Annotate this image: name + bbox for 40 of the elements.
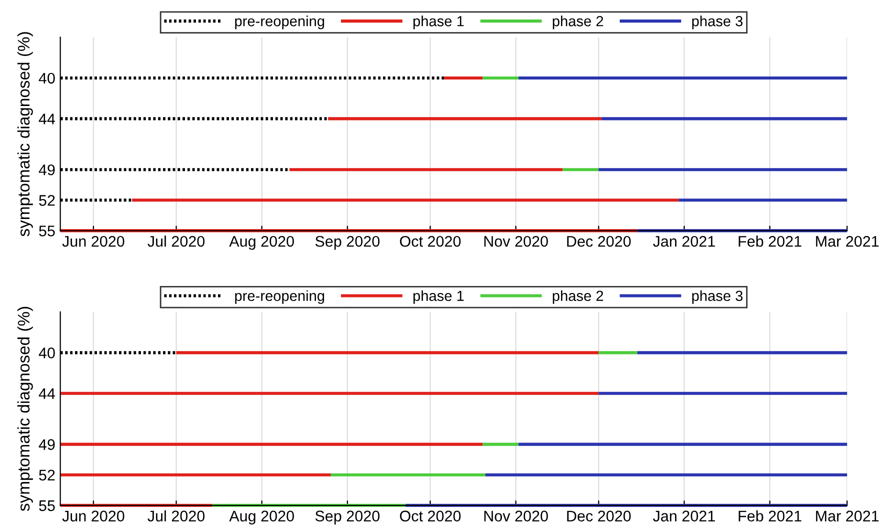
y-axis-title: symptomatic diagnosed (%) (17, 306, 33, 512)
x-tick-label: Nov 2020 (484, 236, 548, 247)
x-tick-label: Dec 2020 (567, 236, 631, 247)
x-tick-label: Dec 2020 (567, 510, 631, 522)
x-tick-label: Jun 2020 (62, 510, 124, 522)
legend-label: phase 2 (552, 16, 604, 30)
y-tick-label: 44 (38, 114, 56, 124)
x-tick-label: Mar 2021 (816, 510, 879, 522)
legend-label: pre-reopening (235, 290, 324, 304)
x-tick-label: Jan 2021 (653, 510, 715, 522)
x-tick-label: Sep 2020 (315, 510, 380, 525)
x-tick-label: Mar 2021 (816, 236, 879, 247)
x-tick-label: Aug 2020 (229, 236, 294, 250)
y-tick-label: 40 (38, 348, 55, 358)
y-tick-label: 55 (39, 226, 55, 236)
y-tick-label: 52 (39, 195, 55, 206)
x-tick-label: Oct 2020 (400, 510, 461, 522)
x-tick-label: Jul 2020 (148, 236, 205, 247)
x-tick-label: Oct 2020 (400, 236, 461, 247)
x-tick-label: Feb 2021 (738, 236, 802, 247)
y-tick-label: 44 (38, 388, 56, 399)
y-tick-label: 55 (39, 500, 55, 512)
legend-label: pre-reopening (235, 16, 324, 30)
x-tick-label: Sep 2020 (315, 236, 380, 250)
x-tick-label: Aug 2020 (229, 510, 294, 525)
x-tick-label: Jan 2021 (653, 236, 715, 247)
y-tick-label: 49 (38, 439, 55, 450)
y-tick-label: 40 (38, 72, 55, 84)
x-tick-label: Jul 2020 (148, 510, 205, 522)
y-axis-title: symptomatic diagnosed (%) (17, 32, 33, 236)
x-tick-label: Jun 2020 (62, 236, 124, 247)
x-tick-label: Nov 2020 (484, 510, 548, 522)
y-tick-label: 52 (39, 470, 55, 481)
legend-label: phase 2 (552, 290, 604, 304)
y-tick-label: 49 (38, 164, 55, 176)
legend-label: phase 3 (692, 290, 743, 304)
legend-label: phase 1 (413, 290, 464, 304)
legend-label: phase 1 (413, 16, 464, 30)
legend-label: phase 3 (692, 16, 743, 30)
x-tick-label: Feb 2021 (738, 510, 802, 522)
